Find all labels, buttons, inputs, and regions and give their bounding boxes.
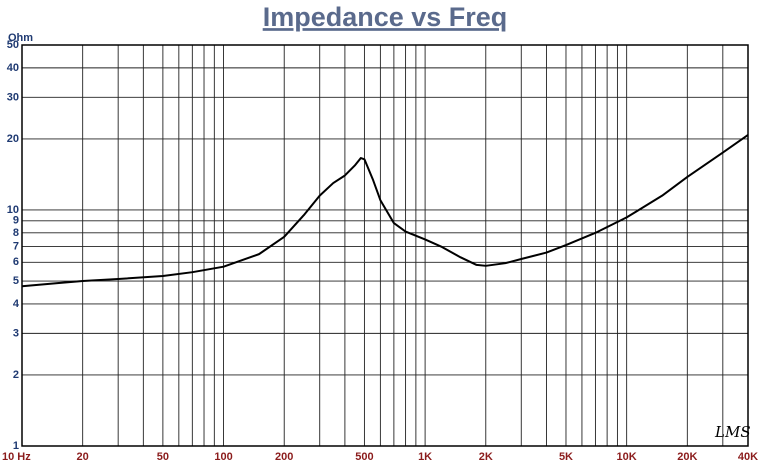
y-unit: Ohm	[8, 32, 33, 44]
y-tick-label: 20	[7, 133, 19, 145]
y-tick-label: 9	[13, 215, 19, 227]
y-tick-label: 8	[13, 227, 19, 239]
x-tick-label: 20K	[677, 451, 697, 463]
plot-frame	[21, 44, 749, 447]
x-tick-label: 10 Hz	[2, 451, 31, 463]
x-tick-label: 200	[275, 451, 293, 463]
x-tick-label: 5K	[559, 451, 573, 463]
x-tick-label: 500	[355, 451, 373, 463]
y-tick-label: 6	[13, 256, 19, 268]
y-tick-label: 2	[13, 369, 19, 381]
y-tick-label: 4	[13, 298, 20, 310]
x-tick-label: 50	[157, 451, 169, 463]
y-tick-label: 7	[13, 240, 19, 252]
x-tick-label: 10K	[617, 451, 637, 463]
y-tick-label: 40	[7, 62, 19, 74]
x-tick-label: 20	[77, 451, 89, 463]
logo: LMS	[714, 423, 751, 441]
y-tick-label: 1	[13, 440, 19, 452]
impedance-curve	[21, 134, 749, 288]
x-tick-label: 2K	[479, 451, 493, 463]
y-tick-label: 30	[7, 91, 19, 103]
x-tick-label: 1K	[418, 451, 432, 463]
y-tick-label: 50	[7, 39, 19, 51]
x-tick-label: 100	[214, 451, 232, 463]
y-tick-label: 5	[13, 275, 19, 287]
x-tick-label: 40K	[738, 451, 758, 463]
y-tick-label: 3	[13, 327, 19, 339]
chart-title: Impedance vs Freq	[263, 2, 508, 32]
y-tick-label: 10	[7, 204, 19, 216]
